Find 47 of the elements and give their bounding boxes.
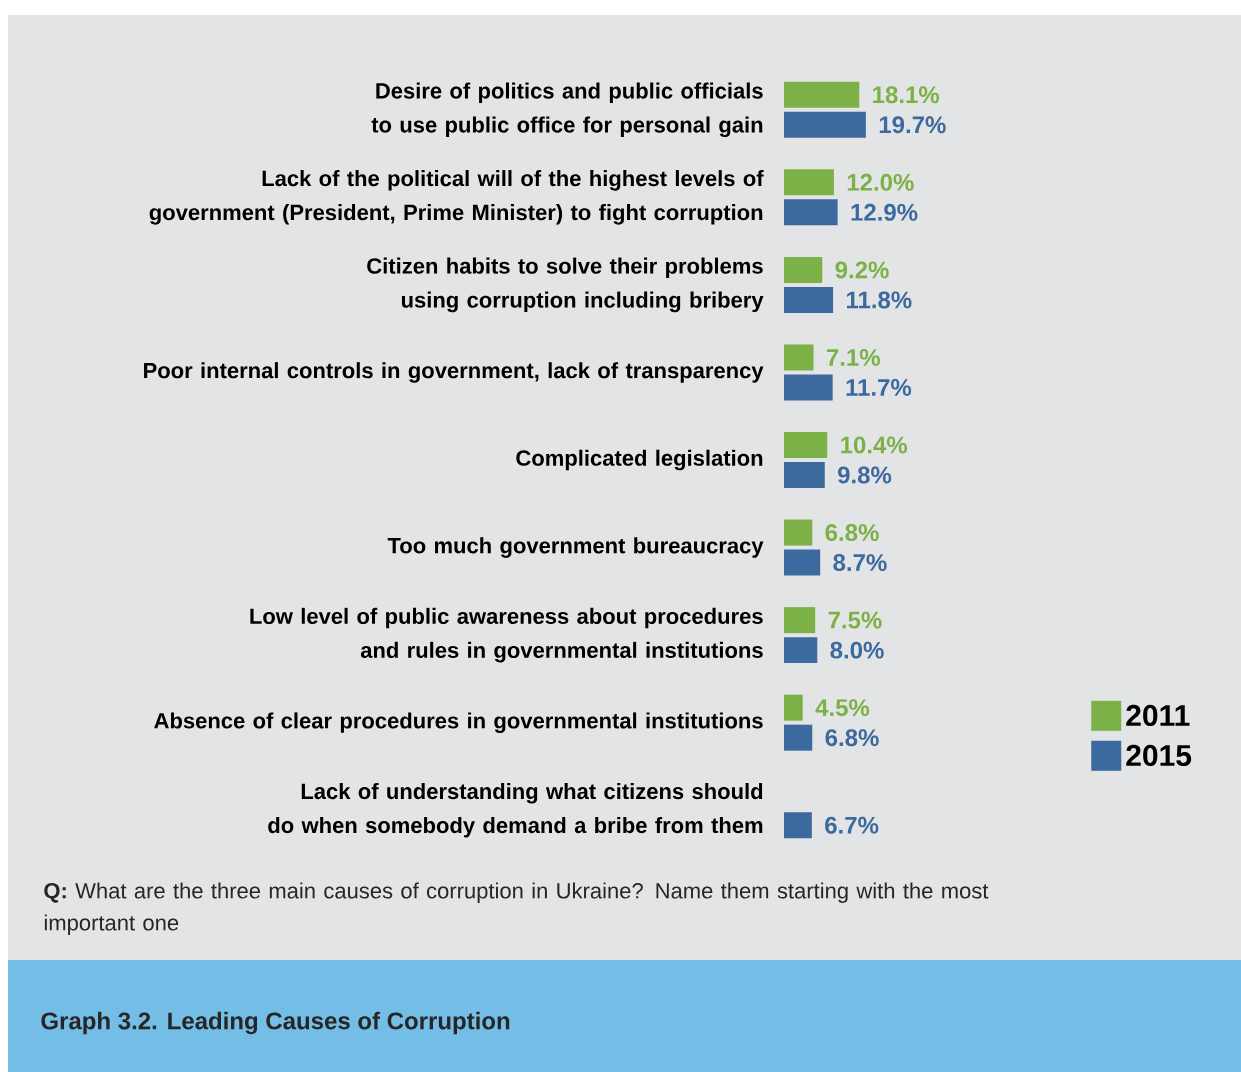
data-label: 7.1% — [826, 349, 880, 366]
bar — [784, 256, 823, 283]
bar — [784, 637, 818, 664]
bar — [784, 694, 803, 721]
bar — [784, 81, 860, 108]
bar — [784, 724, 813, 751]
data-label: 6.8% — [825, 524, 879, 542]
data-label: 9.2% — [835, 261, 889, 279]
y-tick-label: Poor internal controls in government, lack of transparency — [144, 362, 764, 383]
y-tick-label: Lack of the political will of the highest levels of government (President, Prime Minister) to fight corruption — [149, 170, 764, 225]
data-label: 12.0% — [847, 173, 914, 191]
data-label: 6.8% — [825, 729, 879, 747]
bar — [784, 374, 833, 401]
bar — [784, 519, 813, 546]
bar — [784, 286, 834, 313]
data-label: 11.7% — [846, 379, 912, 396]
bar — [784, 169, 834, 196]
data-label: 6.7% — [825, 816, 879, 834]
y-tick-label: Lack of understanding what citizens should do when somebody demand a bribe from them — [268, 782, 763, 838]
bar — [784, 607, 816, 634]
legend-label: 2015 — [1126, 744, 1192, 767]
data-label: 7.5% — [828, 611, 882, 629]
data-label: 8.7% — [833, 554, 887, 572]
y-tick-label: Absence of clear procedures in governmental institutions — [154, 712, 763, 733]
y-tick-label: Low level of public awareness about procedures and rules in governmental institutions — [250, 607, 763, 663]
data-label: 8.0% — [830, 641, 884, 659]
bar — [784, 462, 825, 489]
text: Graph 3.2. Leading Causes of Corruption — [41, 1011, 510, 1035]
bar — [784, 812, 812, 839]
bar — [784, 344, 814, 371]
bar — [784, 432, 828, 459]
bar — [784, 111, 866, 138]
y-tick-label: Complicated legislation — [516, 449, 763, 471]
data-label: 11.8% — [846, 291, 912, 309]
text: Q: What are the three main causes of corruption in Ukraine? Name them starting with the most important one — [44, 882, 989, 935]
bar — [784, 549, 821, 576]
y-tick-label: Desire of politics and public officials to use public office for personal gain — [371, 82, 763, 138]
legend-label: 2011 — [1126, 704, 1190, 727]
data-label: 18.1% — [873, 86, 940, 104]
data-label: 9.8% — [837, 466, 892, 484]
data-label: 19.7% — [879, 116, 946, 134]
bar — [784, 199, 838, 226]
y-tick-label: Citizen habits to solve their problems using corruption including bribery — [367, 257, 764, 313]
data-label: 4.5% — [815, 699, 870, 717]
y-tick-label: Too much government bureaucracy — [387, 537, 764, 558]
data-label: 10.4% — [841, 436, 908, 454]
data-label: 12.9% — [851, 203, 918, 221]
